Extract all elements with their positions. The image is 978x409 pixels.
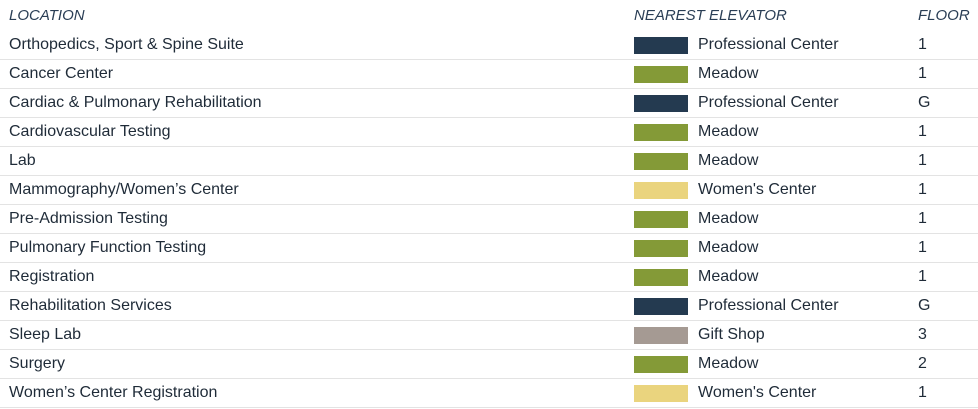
floor: 1 <box>918 210 927 227</box>
table-row: Cardiovascular Testing Meadow 1 <box>0 118 978 147</box>
elevator: Meadow <box>698 239 759 256</box>
table-row: Lab Meadow 1 <box>0 147 978 176</box>
elevator: Women's Center <box>698 181 817 198</box>
elevator: Meadow <box>698 65 759 82</box>
elevator: Meadow <box>698 268 759 285</box>
floor: 2 <box>918 355 927 372</box>
location: Surgery <box>9 355 66 372</box>
elevator: Professional Center <box>698 94 839 111</box>
location: Sleep Lab <box>9 326 82 343</box>
floor: 1 <box>918 123 927 140</box>
header: NEAREST ELEVATOR <box>634 7 787 24</box>
location: Mammography/Women’s Center <box>9 181 239 198</box>
table-row: Surgery Meadow 2 <box>0 350 978 379</box>
table-row: Cardiac & Pulmonary Rehabilitation Profes… <box>0 89 978 118</box>
floor: 1 <box>918 36 927 53</box>
floor: 1 <box>918 268 927 285</box>
elevator-swatch <box>634 153 688 170</box>
elevator-swatch <box>634 37 688 54</box>
floor: 1 <box>918 152 927 169</box>
location: Cardiac & Pulmonary Rehabilitation <box>9 94 262 111</box>
elevator-swatch <box>634 298 688 315</box>
table-row: Orthopedics, Sport & Spine Suite Professi… <box>0 31 978 60</box>
table-row: Sleep Lab Gift Shop 3 <box>0 321 978 350</box>
location: Cancer Center <box>9 65 114 82</box>
elevator: Meadow <box>698 210 759 227</box>
elevator: Professional Center <box>698 36 839 53</box>
header: FLOOR <box>918 7 970 24</box>
floor: 3 <box>918 326 927 343</box>
location: Lab <box>9 152 36 169</box>
table-row: Cancer Center Meadow 1 <box>0 60 978 89</box>
location: Pulmonary Function Testing <box>9 239 207 256</box>
elevator: Meadow <box>698 152 759 169</box>
table-row: Registration Meadow 1 <box>0 263 978 292</box>
elevator-swatch <box>634 124 688 141</box>
elevator: Meadow <box>698 123 759 140</box>
elevator-swatch <box>634 327 688 344</box>
location: Rehabilitation Services <box>9 297 172 314</box>
table-row: Pulmonary Function Testing Meadow 1 <box>0 234 978 263</box>
elevator-swatch <box>634 182 688 199</box>
elevator: Meadow <box>698 355 759 372</box>
elevator-swatch <box>634 356 688 373</box>
location: Women’s Center Registration <box>9 384 218 401</box>
floor: 1 <box>918 65 927 82</box>
elevator-swatch <box>634 240 688 257</box>
floor: 1 <box>918 181 927 198</box>
elevator-swatch <box>634 211 688 228</box>
location: Cardiovascular Testing <box>9 123 171 140</box>
floor: G <box>918 94 931 111</box>
elevator-swatch <box>634 269 688 286</box>
elevator: Gift Shop <box>698 326 765 343</box>
elevator: Women's Center <box>698 384 817 401</box>
table-row: Women’s Center Registration Women's Cente… <box>0 379 978 408</box>
header: LOCATION <box>9 7 85 24</box>
table-row: Rehabilitation Services Professional Cent… <box>0 292 978 321</box>
elevator-swatch <box>634 385 688 402</box>
location: Registration <box>9 268 95 285</box>
elevator: Professional Center <box>698 297 839 314</box>
elevator-swatch <box>634 95 688 112</box>
table-row: Mammography/Women’s Center Women's Center… <box>0 176 978 205</box>
floor: 1 <box>918 384 927 401</box>
floor: 1 <box>918 239 927 256</box>
location: Orthopedics, Sport & Spine Suite <box>9 36 244 53</box>
location: Pre-Admission Testing <box>9 210 168 227</box>
elevator-swatch <box>634 66 688 83</box>
floor: G <box>918 297 931 314</box>
table-row: Pre-Admission Testing Meadow 1 <box>0 205 978 234</box>
